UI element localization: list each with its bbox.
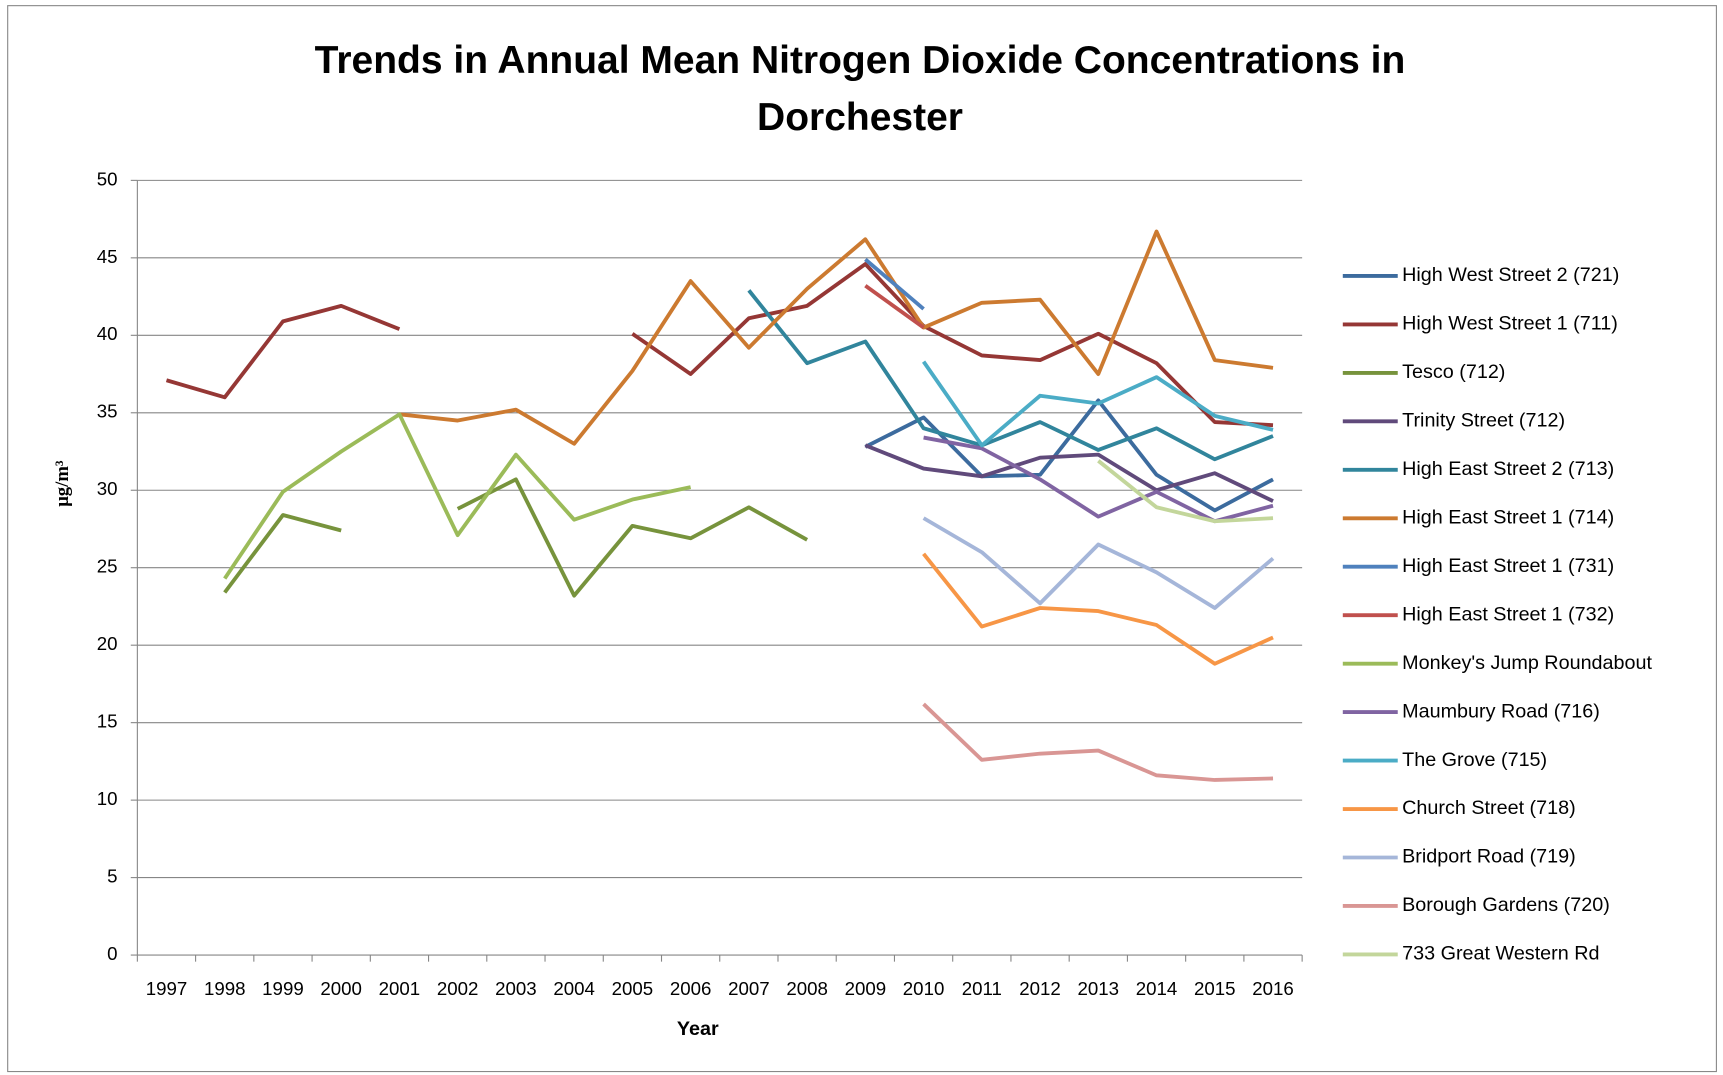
series-line bbox=[399, 229, 1274, 446]
legend-label: Trinity Street (712) bbox=[1402, 410, 1565, 432]
legend-label: High East Street 1 (731) bbox=[1402, 555, 1614, 577]
legend-label: Maumbury Road (716) bbox=[1402, 700, 1600, 722]
y-axis-title: μg/m³ bbox=[52, 460, 73, 507]
legend-label: 733 Great Western Rd bbox=[1402, 943, 1599, 965]
legend-label: Tesco (712) bbox=[1402, 361, 1505, 383]
x-tick-label: 2007 bbox=[728, 978, 770, 999]
y-tick-label: 25 bbox=[97, 556, 118, 577]
series-line bbox=[1097, 459, 1274, 524]
x-tick-label: 1997 bbox=[146, 978, 188, 999]
series-line bbox=[747, 289, 1274, 462]
series-line bbox=[922, 702, 1274, 782]
series-line bbox=[922, 360, 1274, 448]
x-axis-title: Year bbox=[677, 1018, 719, 1040]
series-line bbox=[223, 477, 809, 598]
y-tick-label: 20 bbox=[97, 633, 118, 654]
y-tick-label: 0 bbox=[107, 943, 117, 964]
x-tick-label: 2015 bbox=[1194, 978, 1236, 999]
series-line bbox=[922, 516, 1275, 610]
x-tick-label: 2008 bbox=[786, 978, 828, 999]
series-line bbox=[922, 552, 1274, 666]
x-tick-label: 2006 bbox=[670, 978, 712, 999]
chart-frame bbox=[7, 5, 1717, 1073]
x-tick-label: 2004 bbox=[553, 978, 595, 999]
legend-label: High East Street 2 (713) bbox=[1402, 458, 1614, 480]
y-tick-label: 30 bbox=[97, 478, 118, 499]
series-line bbox=[223, 412, 692, 580]
series-line bbox=[165, 262, 1274, 428]
x-tick-label: 2010 bbox=[903, 978, 945, 999]
x-tick-label: 2009 bbox=[845, 978, 887, 999]
legend-label: Bridport Road (719) bbox=[1402, 846, 1576, 868]
legend-label: High West Street 1 (711) bbox=[1402, 313, 1618, 335]
x-tick-label: 2016 bbox=[1252, 978, 1294, 999]
legend-label: The Grove (715) bbox=[1402, 749, 1547, 771]
x-tick-label: 2003 bbox=[495, 978, 537, 999]
chart-title: Trends in Annual Mean Nitrogen Dioxide C… bbox=[314, 39, 1406, 139]
series-line bbox=[864, 443, 1274, 503]
y-tick-label: 10 bbox=[97, 788, 118, 809]
x-tick-label: 2014 bbox=[1136, 978, 1178, 999]
y-tick-label: 45 bbox=[97, 246, 118, 267]
legend-label: Borough Gardens (720) bbox=[1402, 894, 1610, 916]
x-tick-label: 2013 bbox=[1078, 978, 1120, 999]
y-tick-label: 40 bbox=[97, 323, 118, 344]
x-tick-label: 2002 bbox=[437, 978, 479, 999]
legend-label: High East Street 1 (732) bbox=[1402, 603, 1614, 625]
legend-label: High East Street 1 (714) bbox=[1402, 506, 1614, 528]
x-tick-label: 2011 bbox=[962, 978, 1002, 999]
series-line bbox=[864, 284, 925, 330]
y-tick-label: 15 bbox=[97, 711, 118, 732]
y-tick-label: 35 bbox=[97, 401, 118, 422]
x-tick-label: 2001 bbox=[379, 978, 421, 999]
x-tick-label: 2005 bbox=[612, 978, 654, 999]
series-line bbox=[864, 257, 925, 311]
y-tick-label: 5 bbox=[107, 866, 117, 887]
x-tick-label: 1999 bbox=[262, 978, 304, 999]
y-tick-label: 50 bbox=[97, 168, 118, 189]
x-tick-label: 1998 bbox=[204, 978, 246, 999]
x-tick-label: 2012 bbox=[1019, 978, 1061, 999]
legend-label: High West Street 2 (721) bbox=[1402, 264, 1619, 286]
x-tick-label: 2000 bbox=[320, 978, 362, 999]
legend-label: Monkey's Jump Roundabout bbox=[1402, 652, 1652, 674]
legend-label: Church Street (718) bbox=[1402, 797, 1576, 819]
